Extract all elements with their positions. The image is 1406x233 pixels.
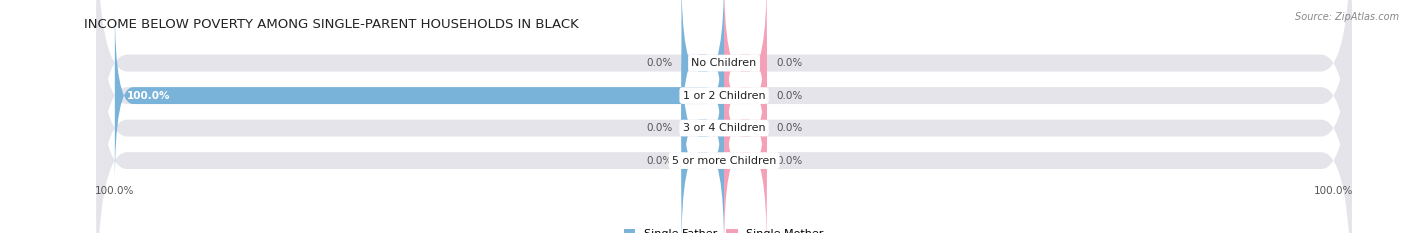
Text: 0.0%: 0.0%	[776, 91, 803, 101]
Text: 0.0%: 0.0%	[776, 123, 803, 133]
Text: INCOME BELOW POVERTY AMONG SINGLE-PARENT HOUSEHOLDS IN BLACK: INCOME BELOW POVERTY AMONG SINGLE-PARENT…	[84, 18, 579, 31]
Text: No Children: No Children	[692, 58, 756, 68]
Text: 1 or 2 Children: 1 or 2 Children	[683, 91, 765, 101]
FancyBboxPatch shape	[115, 7, 724, 185]
FancyBboxPatch shape	[97, 0, 1351, 233]
Text: 0.0%: 0.0%	[776, 156, 803, 166]
Text: 0.0%: 0.0%	[645, 58, 672, 68]
FancyBboxPatch shape	[724, 72, 766, 233]
Text: Source: ZipAtlas.com: Source: ZipAtlas.com	[1295, 12, 1399, 22]
FancyBboxPatch shape	[682, 0, 724, 152]
Text: 0.0%: 0.0%	[645, 123, 672, 133]
Text: 0.0%: 0.0%	[776, 58, 803, 68]
FancyBboxPatch shape	[724, 39, 766, 217]
Text: 3 or 4 Children: 3 or 4 Children	[683, 123, 765, 133]
FancyBboxPatch shape	[97, 0, 1351, 233]
Legend: Single Father, Single Mother: Single Father, Single Mother	[624, 229, 824, 233]
FancyBboxPatch shape	[724, 7, 766, 185]
Text: 5 or more Children: 5 or more Children	[672, 156, 776, 166]
FancyBboxPatch shape	[97, 0, 1351, 217]
FancyBboxPatch shape	[682, 39, 724, 217]
FancyBboxPatch shape	[97, 7, 1351, 233]
FancyBboxPatch shape	[724, 0, 766, 152]
FancyBboxPatch shape	[682, 72, 724, 233]
Text: 0.0%: 0.0%	[645, 156, 672, 166]
Text: 100.0%: 100.0%	[127, 91, 170, 101]
